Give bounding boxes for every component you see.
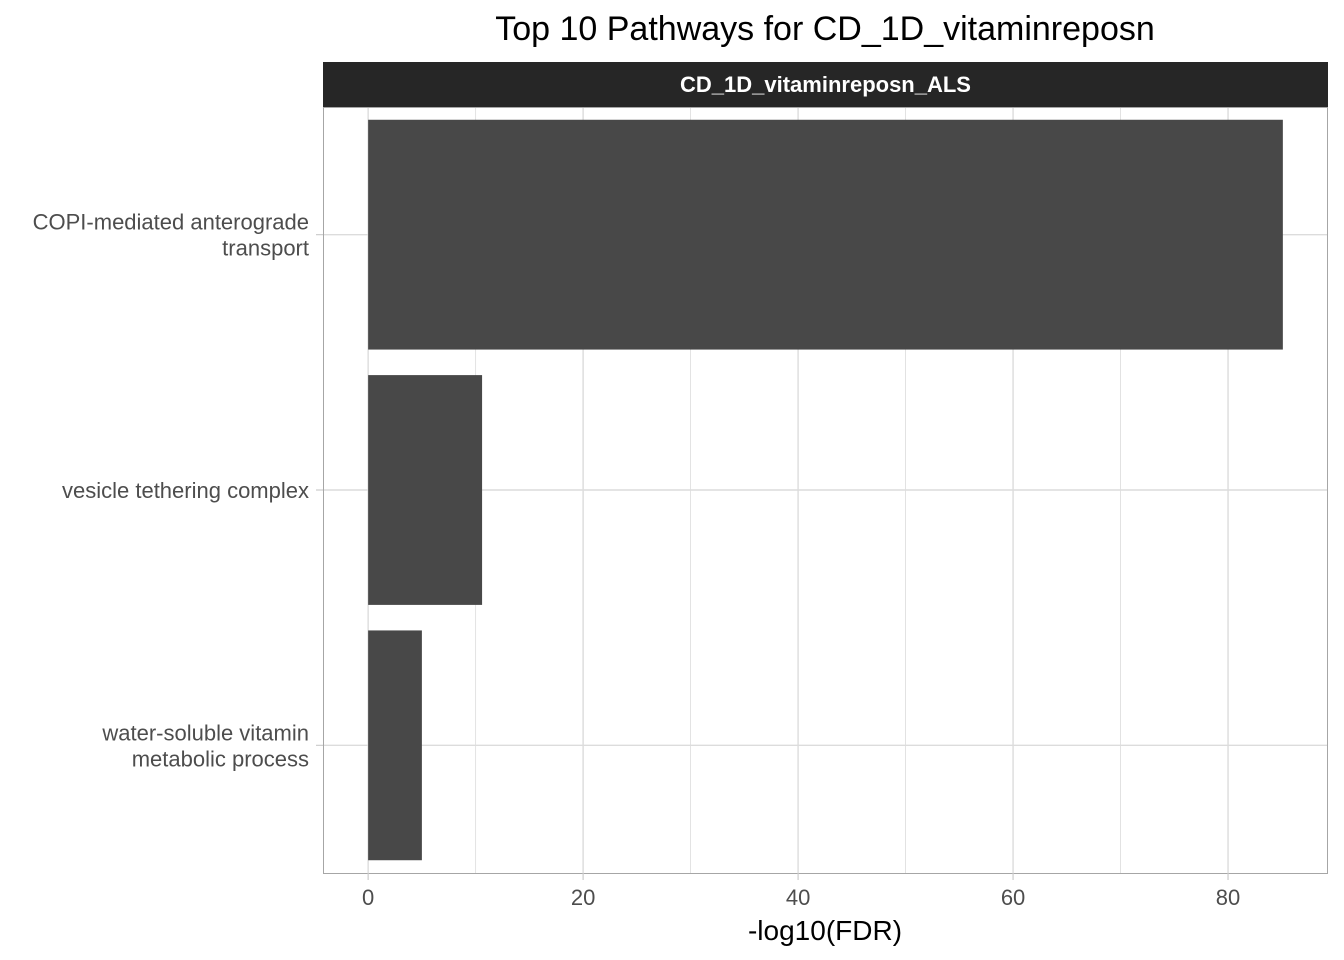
- facet-strip: [323, 62, 1328, 107]
- x-axis-title: -log10(FDR): [748, 915, 902, 946]
- y-tick-label: vesicle tethering complex: [62, 478, 309, 503]
- bar: [368, 119, 1283, 350]
- x-tick-label: 60: [1001, 885, 1025, 910]
- x-tick-label: 0: [362, 885, 374, 910]
- chart-title: Top 10 Pathways for CD_1D_vitaminreposn: [495, 10, 1155, 48]
- y-tick-label: water-soluble vitamin: [101, 720, 309, 745]
- y-tick-label: transport: [222, 236, 309, 261]
- facet-label: CD_1D_vitaminreposn_ALS: [680, 72, 971, 97]
- bar: [368, 630, 422, 861]
- y-tick-label: COPI-mediated anterograde: [33, 210, 309, 235]
- x-axis: 0 20 40 60 80: [362, 873, 1240, 910]
- panel-border: [323, 107, 1328, 874]
- x-tick-label: 20: [571, 885, 595, 910]
- x-tick-label: 40: [786, 885, 810, 910]
- bar: [368, 375, 483, 605]
- y-tick-label: metabolic process: [132, 746, 309, 771]
- bars: [368, 119, 1283, 861]
- x-tick-label: 80: [1216, 885, 1240, 910]
